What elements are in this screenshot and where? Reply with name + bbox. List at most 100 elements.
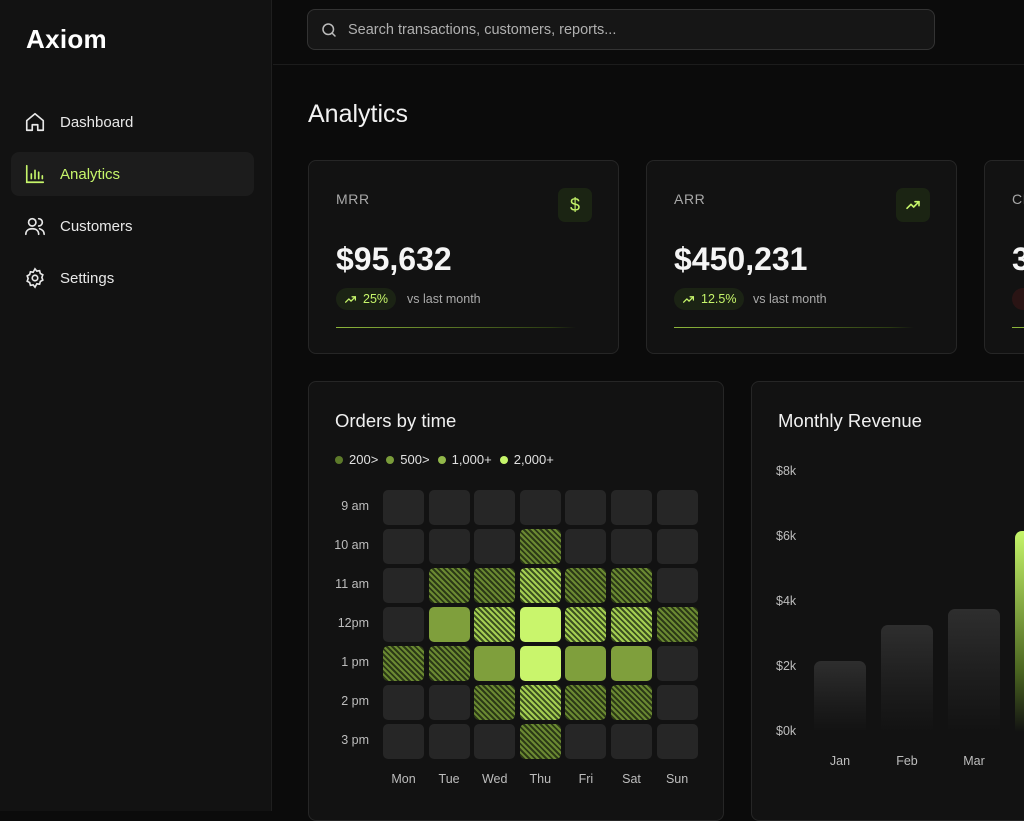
heatmap-cell[interactable]: [474, 568, 516, 603]
heatmap-day-label: Sat: [622, 772, 641, 786]
heatmap-cell[interactable]: [383, 607, 424, 642]
heatmap-cell[interactable]: [611, 685, 652, 720]
heatmap-cell[interactable]: [519, 646, 561, 681]
kpi-divider: [336, 327, 576, 328]
orders-title: Orders by time: [335, 410, 457, 431]
heatmap-cell[interactable]: [656, 490, 698, 525]
kpi-delta-value: 12.5%: [701, 292, 737, 306]
x-axis-tick: Feb: [896, 754, 918, 768]
heatmap-cell[interactable]: [383, 490, 424, 525]
heatmap-hour-label: 10 am: [334, 538, 369, 552]
kpi-delta-badge: 12.5%: [674, 288, 745, 310]
heatmap-cell[interactable]: [565, 607, 607, 642]
kpi-divider: [1012, 327, 1024, 328]
revenue-bar[interactable]: [881, 624, 933, 732]
heatmap-cell[interactable]: [474, 685, 516, 720]
heatmap-cell[interactable]: [474, 490, 516, 525]
heatmap-cell[interactable]: [474, 607, 516, 642]
sidebar-item-settings[interactable]: Settings: [11, 256, 254, 300]
gear-icon: [26, 267, 44, 289]
heatmap-cell[interactable]: [656, 724, 698, 759]
heatmap-cell[interactable]: [611, 490, 652, 525]
sidebar-item-customers[interactable]: Customers: [11, 204, 254, 248]
heatmap-cell[interactable]: [519, 724, 561, 759]
kpi-delta-value: 25%: [363, 292, 389, 306]
users-icon: [25, 217, 45, 236]
heatmap-day-label: Thu: [529, 772, 552, 786]
legend-dot: [386, 455, 395, 464]
sidebar: Axiom Dashboard Analytics Customers Sett…: [0, 0, 272, 811]
heatmap-cell[interactable]: [519, 529, 561, 564]
revenue-bar[interactable]: [948, 608, 1000, 732]
revenue-bar[interactable]: [814, 660, 866, 732]
heatmap-cell[interactable]: [656, 607, 698, 642]
heatmap-cell[interactable]: [383, 529, 424, 564]
heatmap-cell[interactable]: [519, 568, 561, 603]
heatmap-cell[interactable]: [519, 685, 561, 720]
heatmap-cell[interactable]: [565, 646, 607, 681]
heatmap-cell[interactable]: [565, 568, 607, 603]
heatmap-cell[interactable]: [428, 646, 470, 681]
kpi-card-mrr: MRR $ $95,632 25% vs last month: [308, 160, 619, 354]
kpi-comparison: vs last month: [407, 292, 481, 306]
heatmap-cell[interactable]: [383, 724, 424, 759]
revenue-bar[interactable]: [1015, 530, 1024, 732]
heatmap-cell[interactable]: [611, 607, 652, 642]
heatmap-cell[interactable]: [474, 724, 516, 759]
heatmap-cell[interactable]: [565, 529, 607, 564]
heatmap-cell[interactable]: [428, 607, 470, 642]
heatmap-cell[interactable]: [565, 685, 607, 720]
x-axis-tick: Mar: [963, 754, 985, 768]
heatmap-hour-label: 9 am: [341, 499, 369, 513]
heatmap-cell[interactable]: [428, 490, 470, 525]
heatmap-hour-label: 3 pm: [341, 733, 369, 747]
heatmap-day-label: Wed: [481, 772, 508, 786]
home-icon: [25, 112, 45, 132]
heatmap-hour-label: 1 pm: [341, 655, 369, 669]
sidebar-item-label: Dashboard: [60, 113, 134, 131]
heatmap-cell[interactable]: [428, 685, 470, 720]
heatmap-cell[interactable]: [519, 490, 561, 525]
heatmap-cell[interactable]: [383, 685, 424, 720]
heatmap-hour-label: 12pm: [337, 616, 369, 630]
heatmap-cell[interactable]: [656, 529, 698, 564]
legend-item: 2,000+: [499, 452, 554, 467]
heatmap-cell[interactable]: [474, 646, 516, 681]
search-input[interactable]: [348, 21, 908, 38]
heatmap-cell[interactable]: [474, 529, 516, 564]
kpi-value: $450,231: [674, 241, 808, 277]
trending-up-icon: [896, 188, 930, 222]
kpi-comparison: vs last month: [753, 292, 827, 306]
sidebar-item-dashboard[interactable]: Dashboard: [11, 100, 254, 144]
y-axis-tick: $4k: [776, 594, 797, 608]
legend-item: 1,000+: [437, 452, 492, 467]
heatmap-cell[interactable]: [611, 646, 652, 681]
heatmap-day-label: Tue: [438, 772, 460, 786]
x-axis-tick: Apr: [1015, 754, 1024, 768]
heatmap-day-label: Mon: [391, 772, 416, 786]
heatmap-cell[interactable]: [428, 529, 470, 564]
heatmap-cell[interactable]: [656, 646, 698, 681]
heatmap-cell[interactable]: [611, 529, 652, 564]
heatmap-cell[interactable]: [519, 607, 561, 642]
heatmap-cell[interactable]: [428, 568, 470, 603]
heatmap-cell[interactable]: [383, 568, 424, 603]
monthly-revenue-card: Monthly Revenue $8k $6k $4k $2k $0k Jan Feb Mar…: [751, 381, 1024, 821]
heatmap-cell[interactable]: [565, 724, 607, 759]
heatmap-cell[interactable]: [565, 490, 607, 525]
x-axis-tick: Jan: [829, 754, 851, 768]
search-box[interactable]: [307, 9, 935, 50]
heatmap-cell[interactable]: [611, 568, 652, 603]
heatmap-cell[interactable]: [383, 646, 424, 681]
topbar: [273, 0, 1024, 65]
sidebar-item-analytics[interactable]: Analytics: [11, 152, 254, 196]
heatmap-cell[interactable]: [656, 685, 698, 720]
sidebar-item-label: Settings: [60, 269, 115, 287]
heatmap-cell[interactable]: [611, 724, 652, 759]
bar-chart-icon: [25, 164, 45, 184]
sidebar-item-label: Analytics: [60, 165, 121, 183]
heatmap-cell[interactable]: [656, 568, 698, 603]
kpi-value: 3: [1012, 241, 1024, 278]
heatmap-day-label: Sun: [665, 772, 689, 786]
heatmap-cell[interactable]: [428, 724, 470, 759]
